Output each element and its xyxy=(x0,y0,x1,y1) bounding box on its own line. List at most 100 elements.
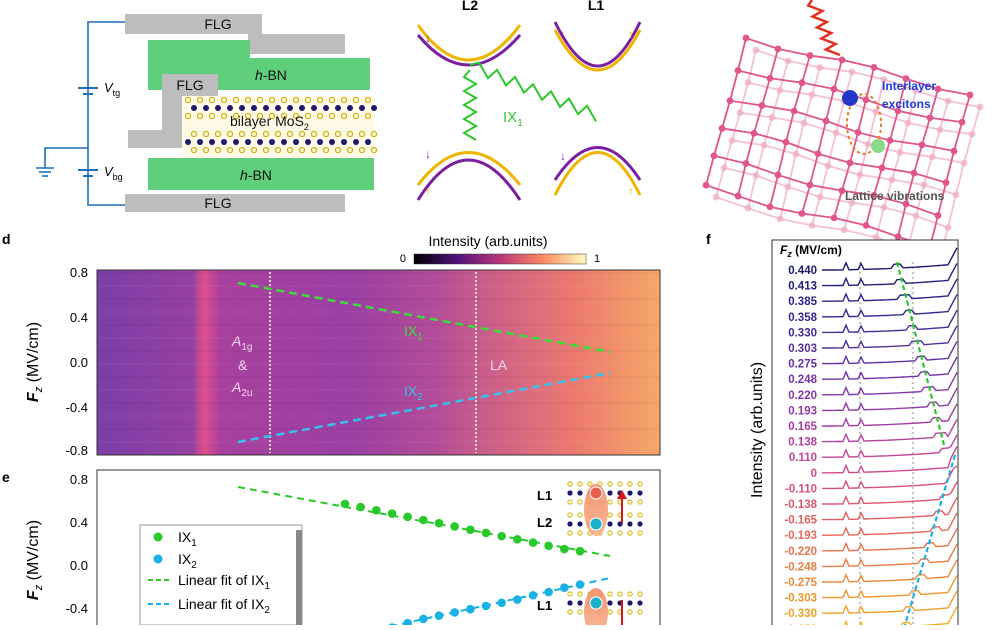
vtg-label: Vtg xyxy=(104,80,120,98)
mos2-atom xyxy=(329,139,335,145)
heatmap xyxy=(97,270,660,455)
lattice-bond xyxy=(785,141,819,155)
lattice-bond xyxy=(801,212,835,219)
ytick-label: 0.4 xyxy=(70,515,88,530)
ix1-band-label: IX1 xyxy=(503,109,523,129)
spectrum-curve xyxy=(822,446,958,474)
mos2-atom xyxy=(190,130,198,138)
inset-atom xyxy=(627,530,633,536)
inset-atom xyxy=(607,591,613,597)
lattice-bond xyxy=(819,196,853,204)
mos2-atom xyxy=(340,112,348,120)
lattice-atom xyxy=(720,164,728,172)
lattice-atom xyxy=(712,193,720,201)
lattice-bond xyxy=(851,174,861,203)
lattice-atom xyxy=(742,160,750,167)
panel-f-label: f xyxy=(706,231,711,247)
inset-atom xyxy=(607,530,613,536)
lattice-bond xyxy=(897,109,931,119)
mos2-atom xyxy=(202,130,210,138)
scatter-point-ix1 xyxy=(528,538,538,547)
mos2-atom xyxy=(292,96,300,104)
spectrum-field-label: -0.220 xyxy=(784,546,817,558)
lattice-atom xyxy=(758,102,766,109)
lattice-bond xyxy=(897,203,907,237)
lattice-bond xyxy=(745,37,779,50)
lattice-atom xyxy=(934,85,942,93)
ix1-wavy-line xyxy=(469,61,597,122)
lattice-back-layer xyxy=(712,46,984,263)
lattice-atom xyxy=(744,79,752,86)
arrow-up-icon: ↑ xyxy=(508,31,514,45)
lattice-bond xyxy=(737,69,771,80)
scatter-point-ix1 xyxy=(497,531,506,541)
ytick-label: -0.8 xyxy=(66,443,88,458)
heatmap-stripe xyxy=(98,311,659,313)
lattice-bond xyxy=(945,150,955,183)
scatter-point-ix1 xyxy=(575,546,585,556)
legend-ix1-marker xyxy=(153,532,163,542)
hbn-bottom xyxy=(148,158,374,190)
lattice-bond xyxy=(905,77,939,90)
lattice-atom xyxy=(968,130,976,138)
lattice-atom xyxy=(742,34,750,42)
lattice-bond xyxy=(777,141,787,176)
inset-atom xyxy=(577,490,583,496)
lattice-bond xyxy=(883,78,917,92)
lattice-bond xyxy=(817,152,851,164)
lattice-bond xyxy=(963,133,973,164)
inset-l1-top-label: L1 xyxy=(537,488,552,503)
lattice-bond xyxy=(777,48,811,57)
inset-atom xyxy=(577,512,583,518)
spectrum-field-label: 0.275 xyxy=(788,359,817,371)
lattice-bond xyxy=(779,60,789,91)
lattice-bond xyxy=(833,59,843,90)
spectrum-field-label: -0.330 xyxy=(784,608,817,620)
inset-atom xyxy=(607,481,613,487)
spectrum-curve xyxy=(822,309,958,334)
lattice-atom xyxy=(840,226,848,234)
spectrum-field-label: 0.358 xyxy=(788,312,817,324)
inset-atom xyxy=(587,481,593,487)
lattice-atom xyxy=(926,114,934,122)
lattice-bond xyxy=(761,77,771,106)
photon-wave-icon xyxy=(806,0,841,57)
inset-atom xyxy=(617,591,623,597)
lattice-atom xyxy=(958,118,966,126)
lattice-bond xyxy=(929,88,939,118)
lattice-atom xyxy=(862,96,870,104)
mos2-atom xyxy=(347,105,353,111)
mos2-atom xyxy=(310,130,318,138)
spectrum-field-label: -0.110 xyxy=(785,483,817,495)
lattice-atom xyxy=(728,137,736,144)
inset-atom xyxy=(627,591,633,597)
lattice-bond xyxy=(913,144,923,174)
lattice-bond xyxy=(891,152,901,181)
lattice-bond xyxy=(865,98,899,112)
l1-vb-purple xyxy=(553,146,642,181)
mos2-atom xyxy=(358,130,366,138)
lattice-atom xyxy=(902,75,910,83)
lattice-atom xyxy=(814,150,822,158)
ytick-label: 0.0 xyxy=(70,558,88,573)
scatter-point-ix2 xyxy=(466,604,475,614)
mos2-atom xyxy=(215,105,221,111)
lattice-bond xyxy=(787,60,821,69)
lattice-bond xyxy=(795,122,805,155)
scatter-point-ix1 xyxy=(356,502,365,512)
lattice-atom xyxy=(904,119,912,127)
inset-atom xyxy=(637,512,643,518)
lattice-bond xyxy=(931,129,941,158)
lattice-atom xyxy=(848,199,856,207)
inset-atom xyxy=(577,499,583,505)
lattice-bond xyxy=(747,81,781,92)
mos2-atom xyxy=(280,112,288,120)
spectrum-curve xyxy=(822,434,958,458)
lattice-bond xyxy=(827,132,837,166)
mos2-atom xyxy=(364,112,372,120)
inset-atom xyxy=(567,530,573,536)
spectrum-field-label: 0.413 xyxy=(788,281,817,293)
heatmap-stripe xyxy=(98,415,659,417)
lattice-bond xyxy=(873,167,883,196)
lattice-bond xyxy=(729,70,739,101)
